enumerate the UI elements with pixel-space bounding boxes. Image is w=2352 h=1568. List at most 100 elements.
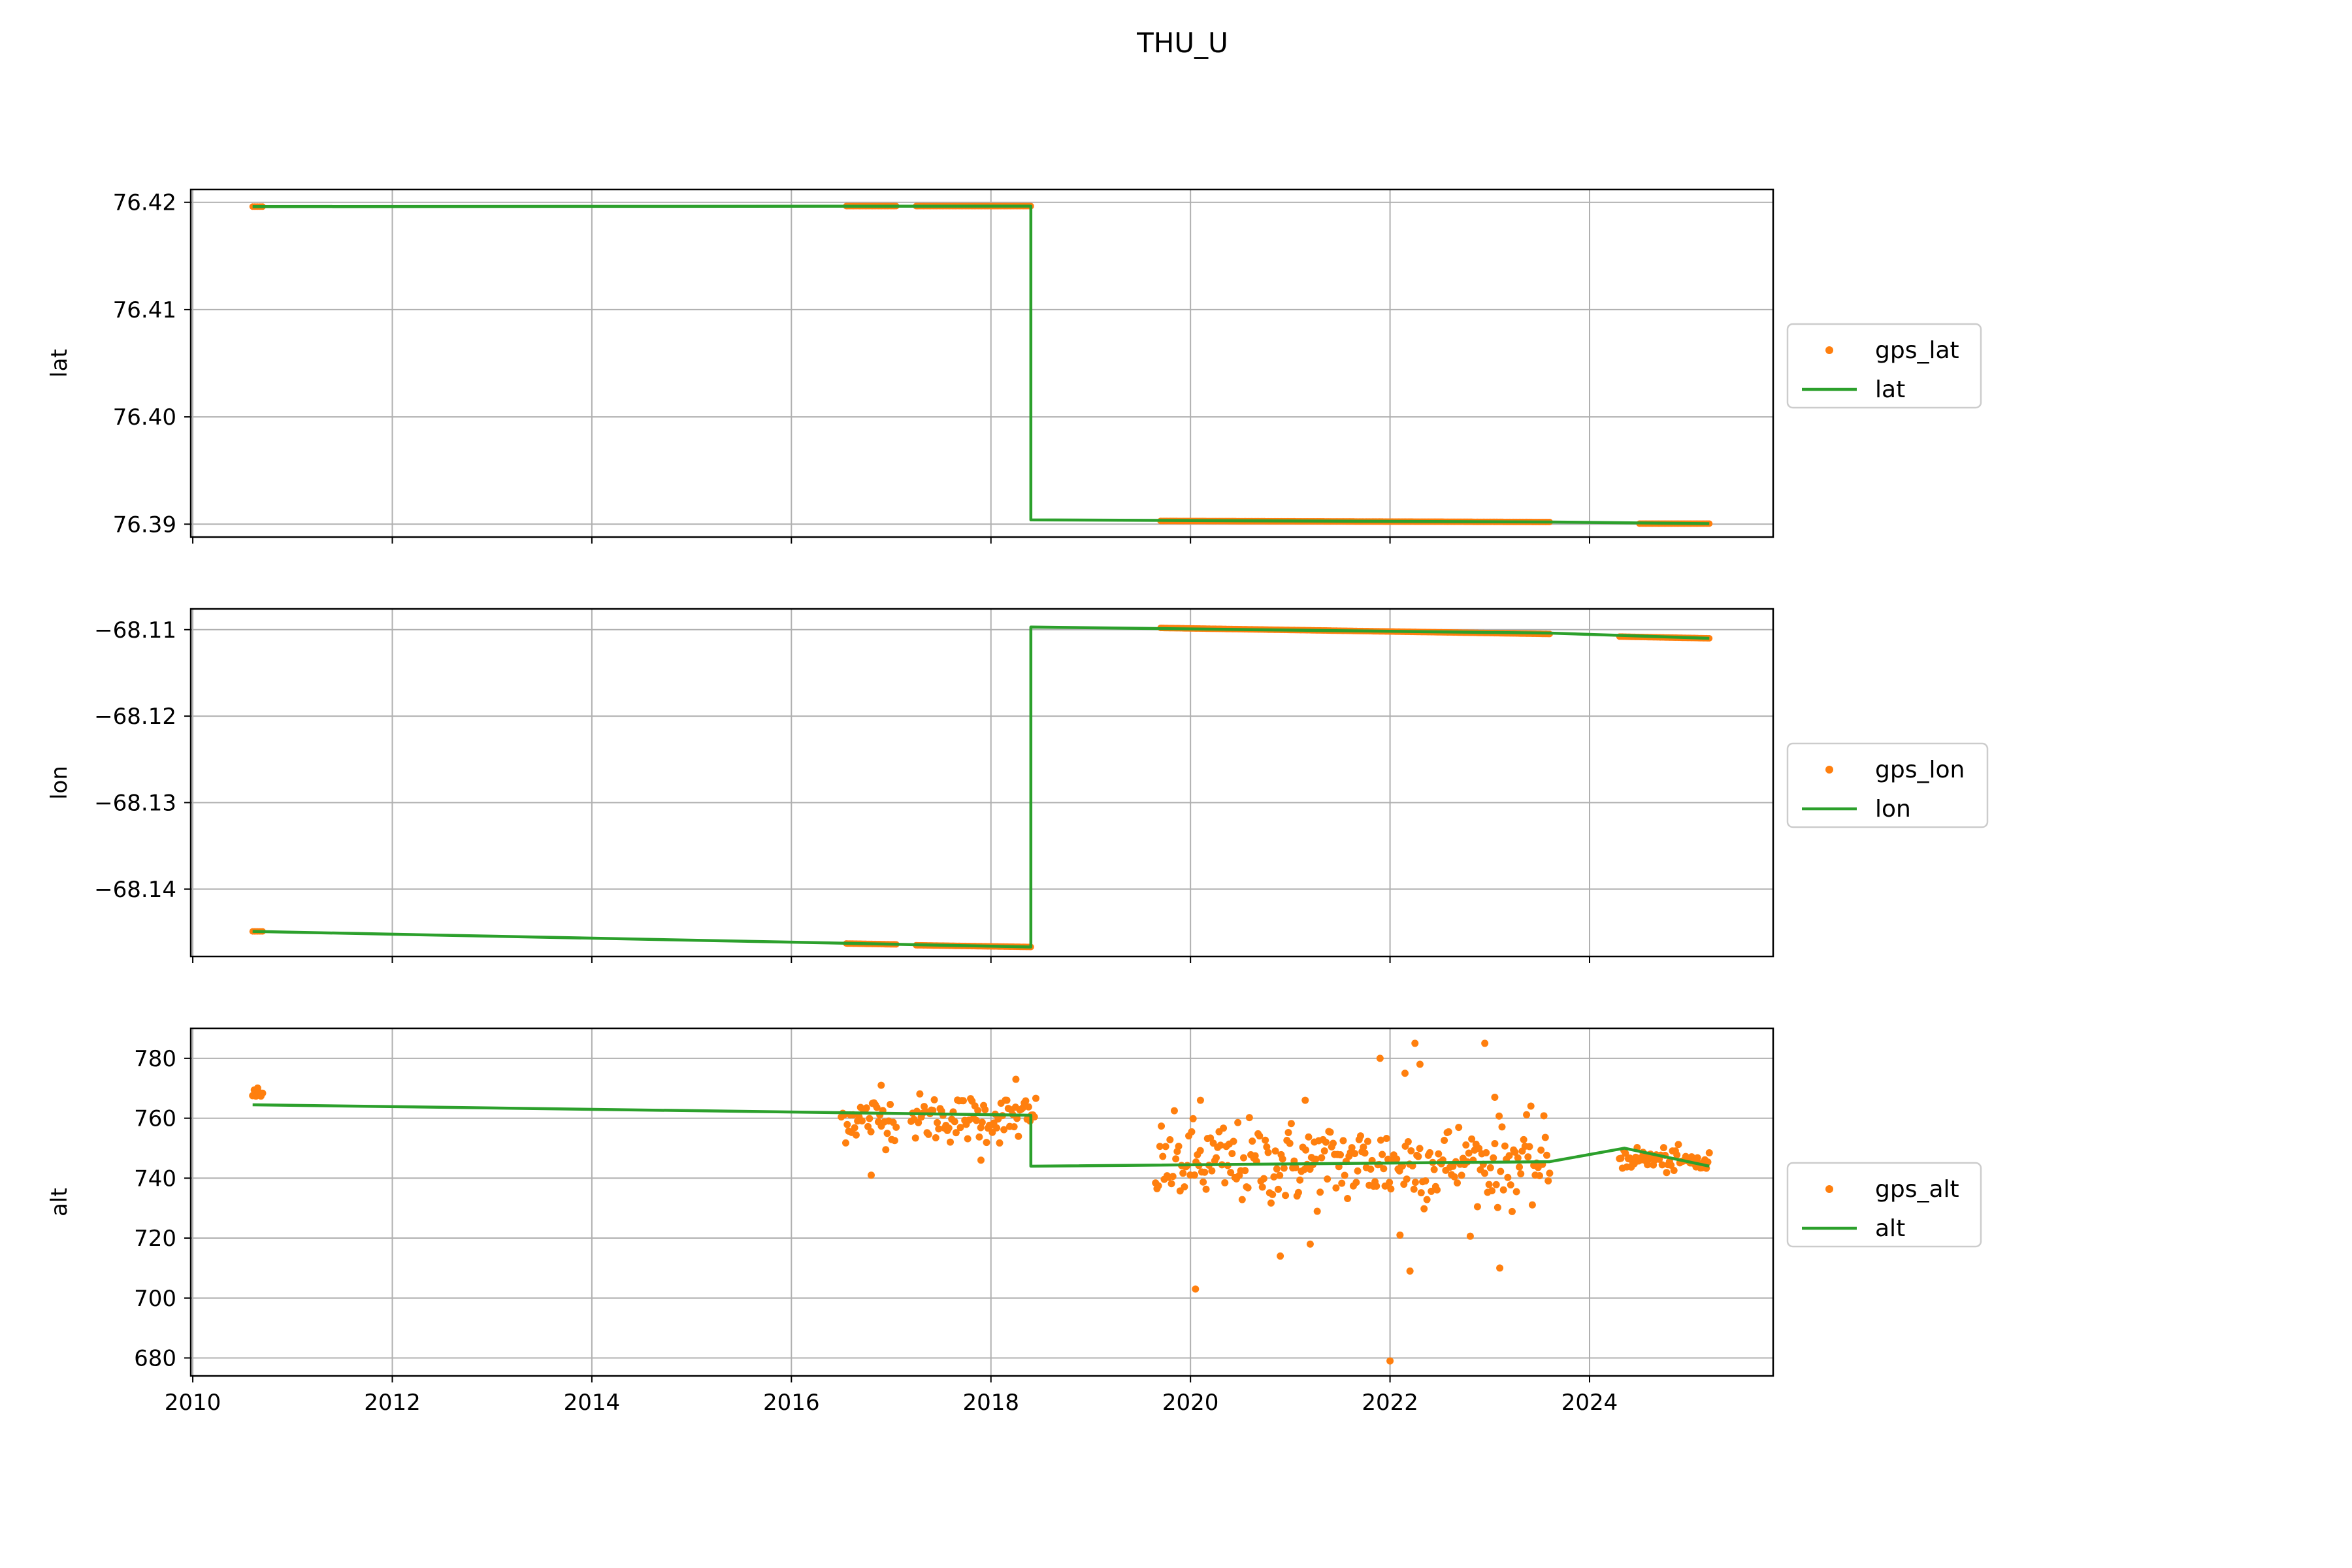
legend-frame bbox=[1786, 1162, 1982, 1248]
data-point bbox=[1499, 1186, 1507, 1194]
data-point bbox=[1544, 1177, 1552, 1185]
data-point bbox=[1264, 1149, 1272, 1156]
data-point bbox=[1302, 1146, 1310, 1154]
data-point bbox=[1260, 1175, 1267, 1183]
data-point bbox=[1221, 1179, 1229, 1186]
data-point bbox=[862, 1104, 870, 1112]
data-point bbox=[1280, 1164, 1288, 1172]
series-line-lon bbox=[252, 625, 1710, 949]
data-point bbox=[1543, 1151, 1551, 1159]
data-point bbox=[1466, 1232, 1474, 1240]
data-point bbox=[1411, 1179, 1419, 1186]
data-point bbox=[1220, 1124, 1228, 1132]
data-point bbox=[1275, 1185, 1282, 1193]
data-point bbox=[1658, 1161, 1666, 1169]
plot-area bbox=[249, 625, 1713, 951]
outlier-point bbox=[1386, 1357, 1394, 1365]
data-point bbox=[1238, 1196, 1246, 1203]
data-point bbox=[1292, 1164, 1299, 1171]
data-point bbox=[1417, 1189, 1425, 1197]
data-point bbox=[1234, 1119, 1242, 1126]
y-tick-label: 740 bbox=[134, 1166, 176, 1192]
legend-label-lat: lat bbox=[1875, 376, 1905, 403]
data-point bbox=[1181, 1183, 1188, 1191]
data-point bbox=[1156, 1143, 1164, 1151]
data-point bbox=[1175, 1142, 1183, 1150]
legend-label-lon: lon bbox=[1875, 796, 1911, 823]
data-point bbox=[1617, 1154, 1625, 1162]
data-point bbox=[935, 1125, 943, 1133]
data-point bbox=[1674, 1141, 1682, 1149]
data-point bbox=[1341, 1171, 1348, 1179]
y-tick-label: −68.11 bbox=[94, 617, 176, 644]
data-point bbox=[1227, 1169, 1235, 1177]
outlier-point bbox=[1406, 1267, 1414, 1275]
data-point bbox=[1485, 1181, 1493, 1188]
data-point bbox=[1488, 1187, 1496, 1195]
data-point bbox=[952, 1129, 960, 1137]
data-point bbox=[1213, 1154, 1220, 1162]
data-point bbox=[1507, 1181, 1514, 1189]
data-point bbox=[1322, 1138, 1330, 1146]
data-point bbox=[1386, 1179, 1394, 1186]
data-point bbox=[1030, 1113, 1038, 1121]
data-point bbox=[1540, 1112, 1548, 1120]
data-point bbox=[1271, 1147, 1279, 1155]
data-point bbox=[852, 1131, 860, 1139]
data-point bbox=[1420, 1205, 1428, 1213]
data-point bbox=[1537, 1146, 1545, 1154]
plot-area bbox=[249, 203, 1713, 527]
data-point bbox=[1382, 1135, 1390, 1143]
data-point bbox=[1450, 1173, 1458, 1181]
data-point bbox=[1494, 1203, 1501, 1211]
data-point bbox=[1433, 1186, 1441, 1194]
data-point bbox=[1273, 1165, 1281, 1173]
data-point bbox=[890, 1137, 898, 1145]
data-point bbox=[915, 1119, 923, 1126]
data-point bbox=[1705, 1149, 1713, 1156]
data-point bbox=[1455, 1124, 1463, 1132]
y-tick-label: 700 bbox=[134, 1286, 176, 1312]
data-point bbox=[1404, 1138, 1412, 1146]
data-point bbox=[1423, 1196, 1431, 1203]
data-point bbox=[1524, 1153, 1532, 1161]
data-point bbox=[841, 1139, 849, 1147]
data-point bbox=[1256, 1132, 1264, 1140]
plot-area bbox=[249, 1039, 1713, 1365]
y-tick-label: −68.14 bbox=[94, 877, 176, 903]
data-point bbox=[1622, 1149, 1629, 1157]
x-tick-label: 2024 bbox=[1561, 1390, 1618, 1416]
data-point bbox=[1465, 1149, 1473, 1157]
outlier-point bbox=[1416, 1060, 1424, 1068]
data-point bbox=[1269, 1190, 1277, 1198]
data-point bbox=[945, 1124, 953, 1132]
data-point bbox=[882, 1146, 890, 1154]
data-point bbox=[1287, 1120, 1295, 1128]
axes-frame bbox=[189, 1027, 1774, 1377]
data-point bbox=[988, 1128, 996, 1136]
data-point bbox=[1313, 1207, 1321, 1215]
data-point bbox=[1166, 1135, 1174, 1143]
data-point bbox=[1200, 1178, 1207, 1186]
series-line-alt bbox=[252, 1103, 1710, 1168]
x-tick-label: 2016 bbox=[763, 1390, 820, 1416]
data-point bbox=[867, 1128, 875, 1135]
data-point bbox=[1179, 1169, 1187, 1177]
data-point bbox=[1284, 1128, 1292, 1136]
data-point bbox=[1172, 1155, 1180, 1163]
series-gps_alt bbox=[249, 1039, 1713, 1365]
data-point bbox=[1169, 1173, 1177, 1181]
data-point bbox=[1326, 1128, 1334, 1136]
outlier-point bbox=[1491, 1093, 1499, 1101]
data-point bbox=[1267, 1199, 1275, 1207]
data-point bbox=[951, 1118, 958, 1126]
data-point bbox=[1338, 1179, 1346, 1187]
data-point bbox=[1339, 1137, 1347, 1145]
data-point bbox=[1482, 1149, 1490, 1156]
y-tick-label: 680 bbox=[134, 1345, 176, 1371]
data-point bbox=[1320, 1147, 1328, 1155]
